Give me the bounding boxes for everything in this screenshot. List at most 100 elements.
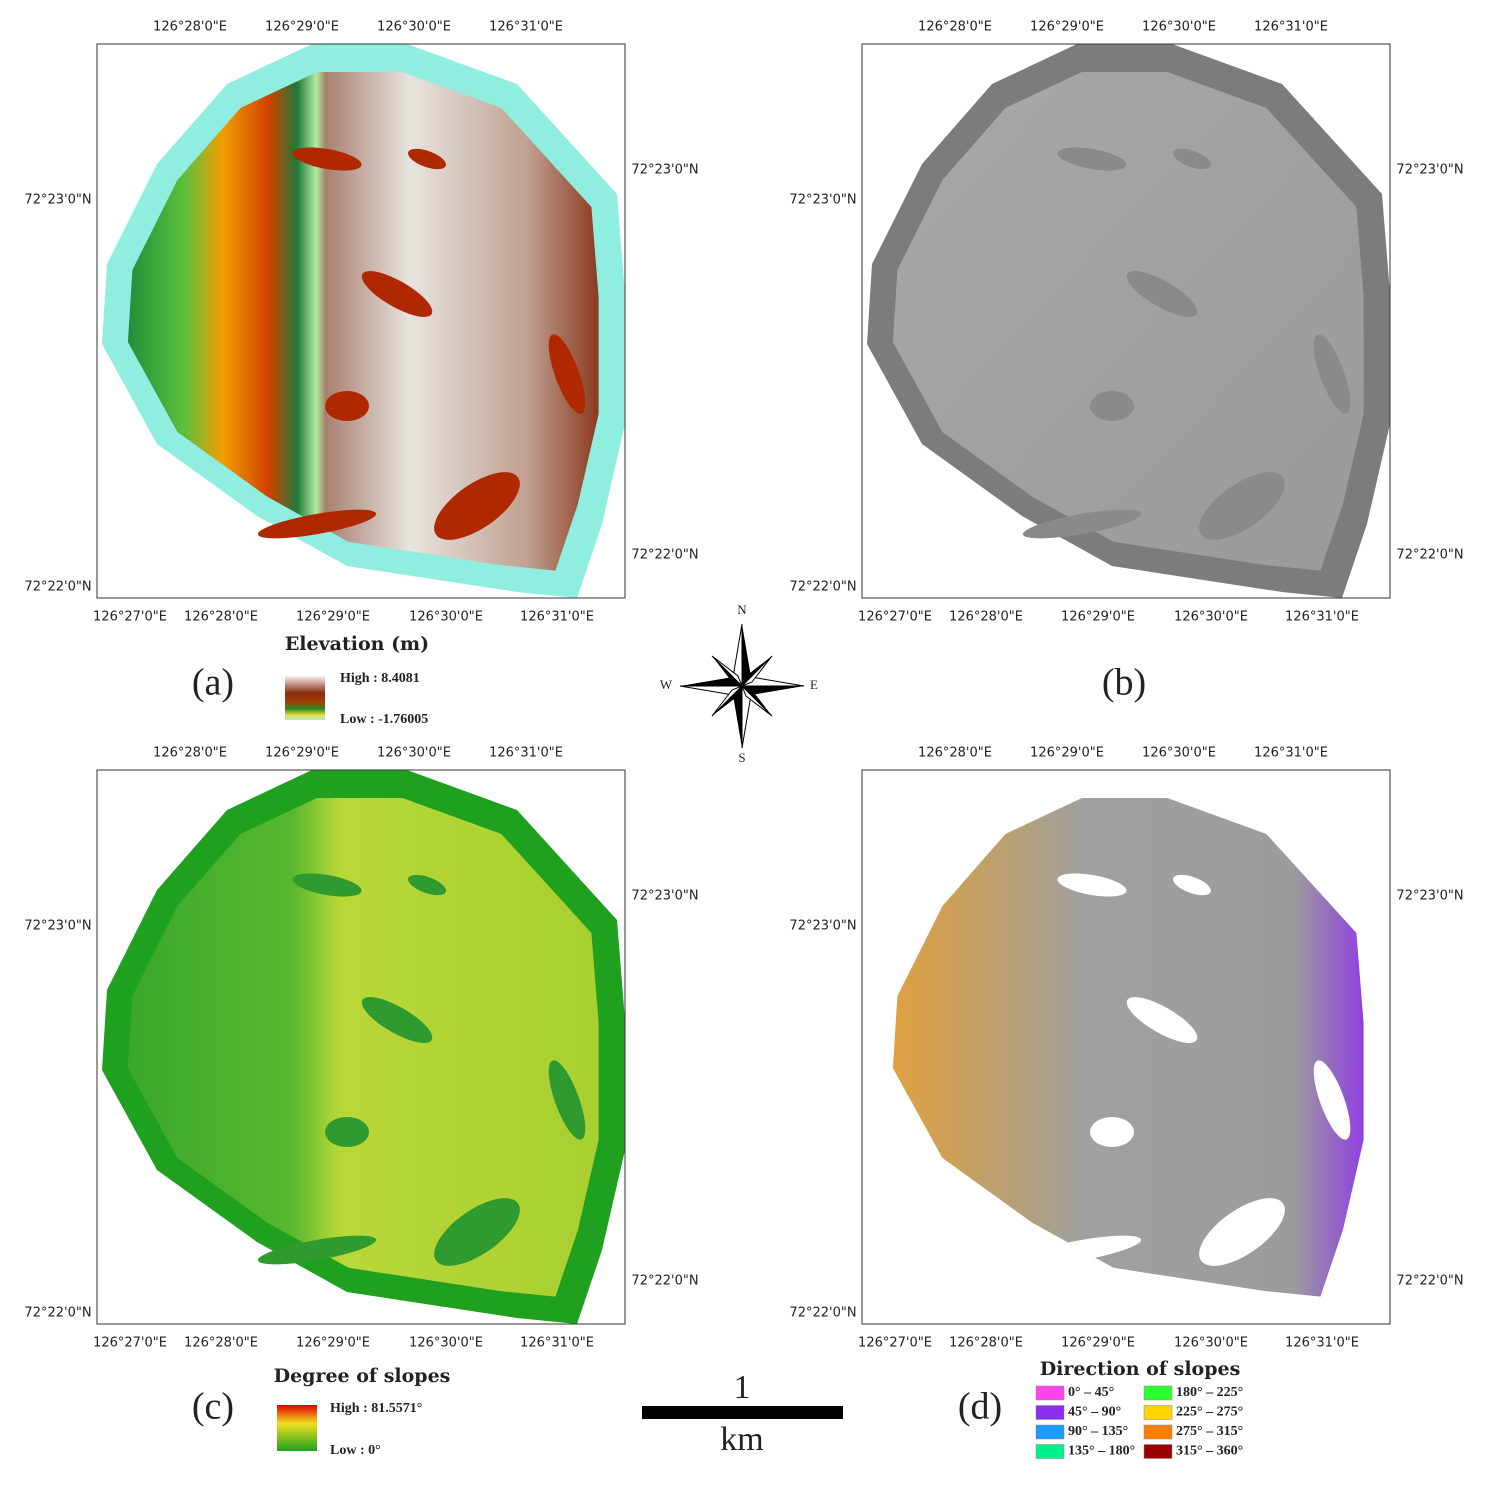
compass-e: E xyxy=(810,677,818,692)
bottom-lon-label: 126°28'0"E xyxy=(949,1336,1023,1351)
legend-title: Degree of slopes xyxy=(274,1365,451,1387)
right-lat-label: 72°22'0"N xyxy=(1396,1274,1463,1289)
lake xyxy=(361,997,433,1043)
scale-bar xyxy=(642,1406,843,1419)
bottom-lon-label: 126°30'0"E xyxy=(1174,1336,1248,1351)
panel-label: (b) xyxy=(1102,662,1146,704)
bottom-lon-label: 126°29'0"E xyxy=(1061,1336,1135,1351)
map-frame xyxy=(861,43,1391,599)
lake xyxy=(1313,1060,1351,1140)
lake xyxy=(1090,1117,1134,1147)
lake xyxy=(434,1198,520,1266)
lake xyxy=(361,271,433,317)
map-frame xyxy=(861,769,1391,1325)
map xyxy=(102,44,625,598)
bottom-lon-label: 126°28'0"E xyxy=(949,610,1023,625)
lake xyxy=(325,1117,369,1147)
left-lat-label: 72°23'0"N xyxy=(789,193,856,208)
legend-class: 275° – 315° xyxy=(1176,1424,1243,1439)
lake xyxy=(292,873,362,897)
lake xyxy=(1057,147,1127,171)
scale-unit: km xyxy=(720,1421,763,1458)
legend-swatch xyxy=(1143,1424,1173,1440)
top-lon-label: 126°29'0"E xyxy=(265,20,339,35)
right-lat-label: 72°22'0"N xyxy=(1396,548,1463,563)
compass-w: W xyxy=(660,677,673,692)
lake xyxy=(292,147,362,171)
lake xyxy=(257,1235,377,1265)
lake xyxy=(408,874,446,896)
legend-high: High : 8.4081 xyxy=(340,671,420,686)
map-frame xyxy=(96,43,626,599)
panel-label: (c) xyxy=(192,1386,234,1428)
top-lon-label: 126°28'0"E xyxy=(918,746,992,761)
lake xyxy=(1313,334,1351,414)
left-lat-label: 72°23'0"N xyxy=(24,193,91,208)
lake xyxy=(548,334,586,414)
legend-swatch xyxy=(1035,1424,1065,1440)
map-surface xyxy=(892,72,1364,571)
map-surface xyxy=(127,72,599,571)
legend-class: 180° – 225° xyxy=(1176,1385,1243,1400)
legend-title: Elevation (m) xyxy=(285,633,429,655)
legend-class: 90° – 135° xyxy=(1068,1424,1128,1439)
top-lon-label: 126°28'0"E xyxy=(153,746,227,761)
lake xyxy=(408,148,446,170)
compass-s: S xyxy=(738,750,745,765)
map-surface xyxy=(127,798,599,1297)
top-lon-label: 126°31'0"E xyxy=(1254,746,1328,761)
panel-label: (a) xyxy=(192,662,234,704)
map-surface xyxy=(892,798,1364,1297)
lake xyxy=(325,391,369,421)
top-lon-label: 126°30'0"E xyxy=(1142,20,1216,35)
legend-low: Low : -1.76005 xyxy=(340,712,428,727)
right-lat-label: 72°23'0"N xyxy=(631,163,698,178)
bottom-lon-label: 126°31'0"E xyxy=(1285,1336,1359,1351)
bottom-lon-label: 126°30'0"E xyxy=(1174,610,1248,625)
bottom-lon-label: 126°28'0"E xyxy=(184,610,258,625)
top-lon-label: 126°29'0"E xyxy=(265,746,339,761)
top-lon-label: 126°28'0"E xyxy=(153,20,227,35)
lake xyxy=(1022,1235,1142,1265)
left-lat-label: 72°22'0"N xyxy=(24,1306,91,1321)
legend-class: 135° – 180° xyxy=(1068,1444,1135,1459)
legend-swatch xyxy=(1035,1405,1065,1420)
legend-title: Direction of slopes xyxy=(1040,1358,1241,1380)
left-lat-label: 72°23'0"N xyxy=(789,919,856,934)
left-lat-label: 72°22'0"N xyxy=(789,580,856,595)
lake xyxy=(1057,873,1127,897)
map xyxy=(102,770,625,1324)
bottom-lon-label: 126°27'0"E xyxy=(858,610,932,625)
top-lon-label: 126°29'0"E xyxy=(1030,20,1104,35)
top-lon-label: 126°31'0"E xyxy=(489,746,563,761)
top-lon-label: 126°30'0"E xyxy=(377,20,451,35)
bottom-lon-label: 126°29'0"E xyxy=(296,610,370,625)
legend-swatch xyxy=(1143,1405,1173,1420)
bottom-lon-label: 126°31'0"E xyxy=(520,1336,594,1351)
top-lon-label: 126°31'0"E xyxy=(1254,20,1328,35)
left-lat-label: 72°22'0"N xyxy=(24,580,91,595)
map xyxy=(892,798,1364,1297)
legend-ramp xyxy=(277,1405,317,1451)
scale-value: 1 xyxy=(734,1369,751,1406)
compass-n: N xyxy=(737,602,747,617)
bottom-lon-label: 126°31'0"E xyxy=(1285,610,1359,625)
lake xyxy=(434,472,520,540)
left-lat-label: 72°23'0"N xyxy=(24,919,91,934)
map-frame xyxy=(96,769,626,1325)
right-lat-label: 72°22'0"N xyxy=(631,548,698,563)
lake xyxy=(1022,509,1142,539)
legend-class: 315° – 360° xyxy=(1176,1444,1243,1459)
legend-swatch xyxy=(1035,1444,1065,1459)
legend-class: 45° – 90° xyxy=(1068,1405,1121,1420)
bottom-lon-label: 126°27'0"E xyxy=(93,1336,167,1351)
lake xyxy=(1173,874,1211,896)
lake xyxy=(1173,148,1211,170)
legend-swatch xyxy=(1143,1444,1173,1459)
lake xyxy=(1126,271,1198,317)
bottom-lon-label: 126°30'0"E xyxy=(409,610,483,625)
right-lat-label: 72°23'0"N xyxy=(1396,163,1463,178)
bottom-lon-label: 126°28'0"E xyxy=(184,1336,258,1351)
